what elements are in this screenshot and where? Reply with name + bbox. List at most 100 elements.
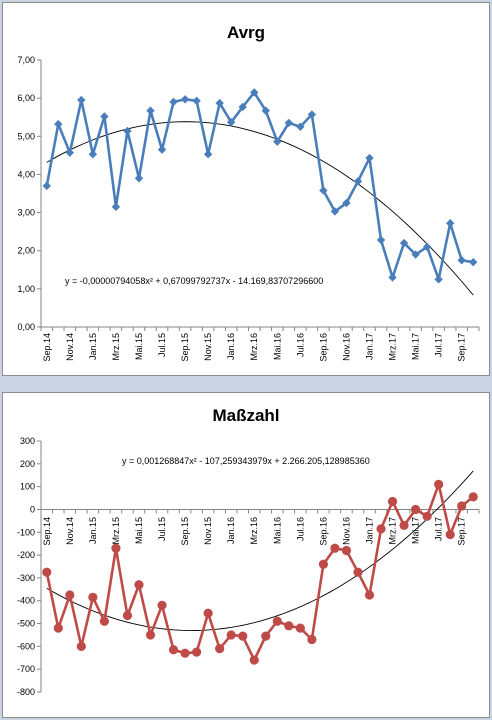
x-tick-label: Mai.16 — [272, 333, 282, 360]
y-tick-label: -100 — [17, 527, 35, 537]
data-point — [111, 543, 121, 553]
x-tick-label: Nov.14 — [65, 333, 75, 361]
data-point — [307, 110, 317, 119]
data-point — [353, 177, 363, 186]
data-point — [307, 634, 317, 645]
data-point — [100, 112, 109, 121]
data-point — [88, 592, 98, 602]
x-tick-label: Sep.15 — [180, 333, 190, 362]
data-point — [99, 616, 109, 626]
data-point — [226, 630, 236, 640]
x-tick-label: Nov.15 — [203, 333, 213, 361]
data-point — [469, 257, 478, 267]
masszahl-chart: Maßzahl -800 -700 -600 -500 -400 -300 -200 -100… — [17, 406, 480, 697]
data-point — [203, 150, 213, 159]
y-tick-label: -200 — [17, 550, 35, 560]
trendline-equation: y = -0,00000794058x² + 0,67099792737x - … — [65, 276, 323, 286]
x-tick-label: Mai.17 — [411, 517, 421, 544]
y-tick-label: -300 — [17, 573, 35, 583]
x-tick-label: Jan.15 — [88, 517, 98, 544]
chart-title: Avrg — [227, 23, 265, 42]
x-tick-label: Mrz.16 — [249, 517, 259, 545]
data-point — [42, 181, 51, 191]
y-tick-label: 0,00 — [17, 322, 35, 332]
y-tick-label: 0 — [30, 504, 35, 514]
data-point — [445, 529, 455, 540]
data-point — [296, 122, 305, 131]
x-tick-label: Nov.16 — [341, 333, 351, 361]
x-tick-label: Jan.16 — [226, 517, 236, 544]
data-point — [318, 559, 328, 569]
data-point — [146, 106, 155, 115]
data-point — [65, 148, 75, 157]
y-tick-label: 5,00 — [17, 131, 35, 141]
data-point — [169, 97, 178, 107]
data-point — [77, 95, 86, 105]
data-point — [341, 545, 352, 556]
y-tick-label: 100 — [20, 482, 35, 492]
data-point — [192, 96, 201, 106]
data-point — [123, 126, 132, 136]
x-tick-label: Sep.14 — [42, 517, 52, 546]
data-point — [422, 511, 432, 521]
y-tick-label: 2,00 — [17, 246, 35, 256]
y-tick-label: -500 — [17, 619, 35, 629]
x-tick-label: Sep.14 — [42, 333, 52, 362]
x-tick-label: Jul.17 — [434, 333, 444, 357]
x-tick-label: Mrz.16 — [249, 333, 259, 361]
masszahl-chart-panel — [2, 392, 490, 718]
data-point — [261, 631, 271, 641]
data-point — [215, 98, 224, 108]
x-tick-label: Jul.15 — [157, 333, 167, 357]
x-tick-label: Sep.15 — [180, 517, 190, 546]
data-point — [157, 600, 167, 610]
data-point — [388, 273, 397, 282]
x-tick-label: Sep.16 — [318, 517, 328, 546]
data-point — [111, 202, 121, 212]
data-point — [203, 608, 213, 618]
avrg-chart: Avrg 0,00 1,00 2,00 3,00 4,00 5,00 6,00 7,00 Sep… — [17, 23, 480, 362]
data-point — [284, 118, 294, 128]
data-point — [65, 590, 75, 600]
data-point — [365, 153, 374, 163]
y-tick-label: -700 — [17, 664, 35, 674]
data-point — [134, 580, 144, 590]
data-point — [364, 590, 375, 600]
x-tick-label: Mai.17 — [411, 333, 421, 360]
y-tick-label: 300 — [20, 436, 35, 446]
y-tick-label: 3,00 — [17, 208, 35, 218]
data-point — [353, 567, 363, 577]
data-point — [330, 207, 340, 216]
data-point — [376, 235, 386, 245]
data-point — [295, 623, 305, 633]
x-tick-label: Jul.15 — [157, 517, 167, 541]
x-tick-label: Jan.16 — [226, 333, 236, 360]
chart-title: Maßzahl — [212, 406, 279, 425]
trendline — [46, 470, 474, 631]
data-point — [168, 645, 179, 655]
y-tick-label: -400 — [17, 596, 35, 606]
data-point — [273, 137, 282, 146]
x-tick-label: Mrz.15 — [111, 333, 121, 361]
data-point — [411, 504, 421, 515]
y-tick-label: 7,00 — [17, 55, 35, 65]
y-tick-label: -600 — [17, 641, 35, 651]
x-tick-label: Sep.16 — [318, 333, 328, 362]
x-tick-label: Mrz.17 — [388, 333, 398, 361]
data-point — [399, 238, 409, 248]
x-tick-label: Jul.16 — [295, 517, 305, 541]
data-point — [53, 623, 63, 633]
x-tick-label: Jul.17 — [434, 517, 444, 541]
data-point — [238, 631, 248, 641]
data-point — [180, 648, 190, 658]
x-tick-label: Nov.15 — [203, 517, 213, 545]
trendline — [46, 121, 474, 296]
data-point — [387, 496, 398, 507]
series-line — [45, 91, 474, 281]
x-tick-label: Mrz.17 — [388, 517, 398, 545]
x-tick-label: Mai.15 — [134, 517, 144, 544]
data-point — [319, 186, 328, 195]
avrg-chart-panel — [2, 2, 490, 376]
data-point — [249, 655, 259, 665]
data-point — [134, 174, 144, 183]
